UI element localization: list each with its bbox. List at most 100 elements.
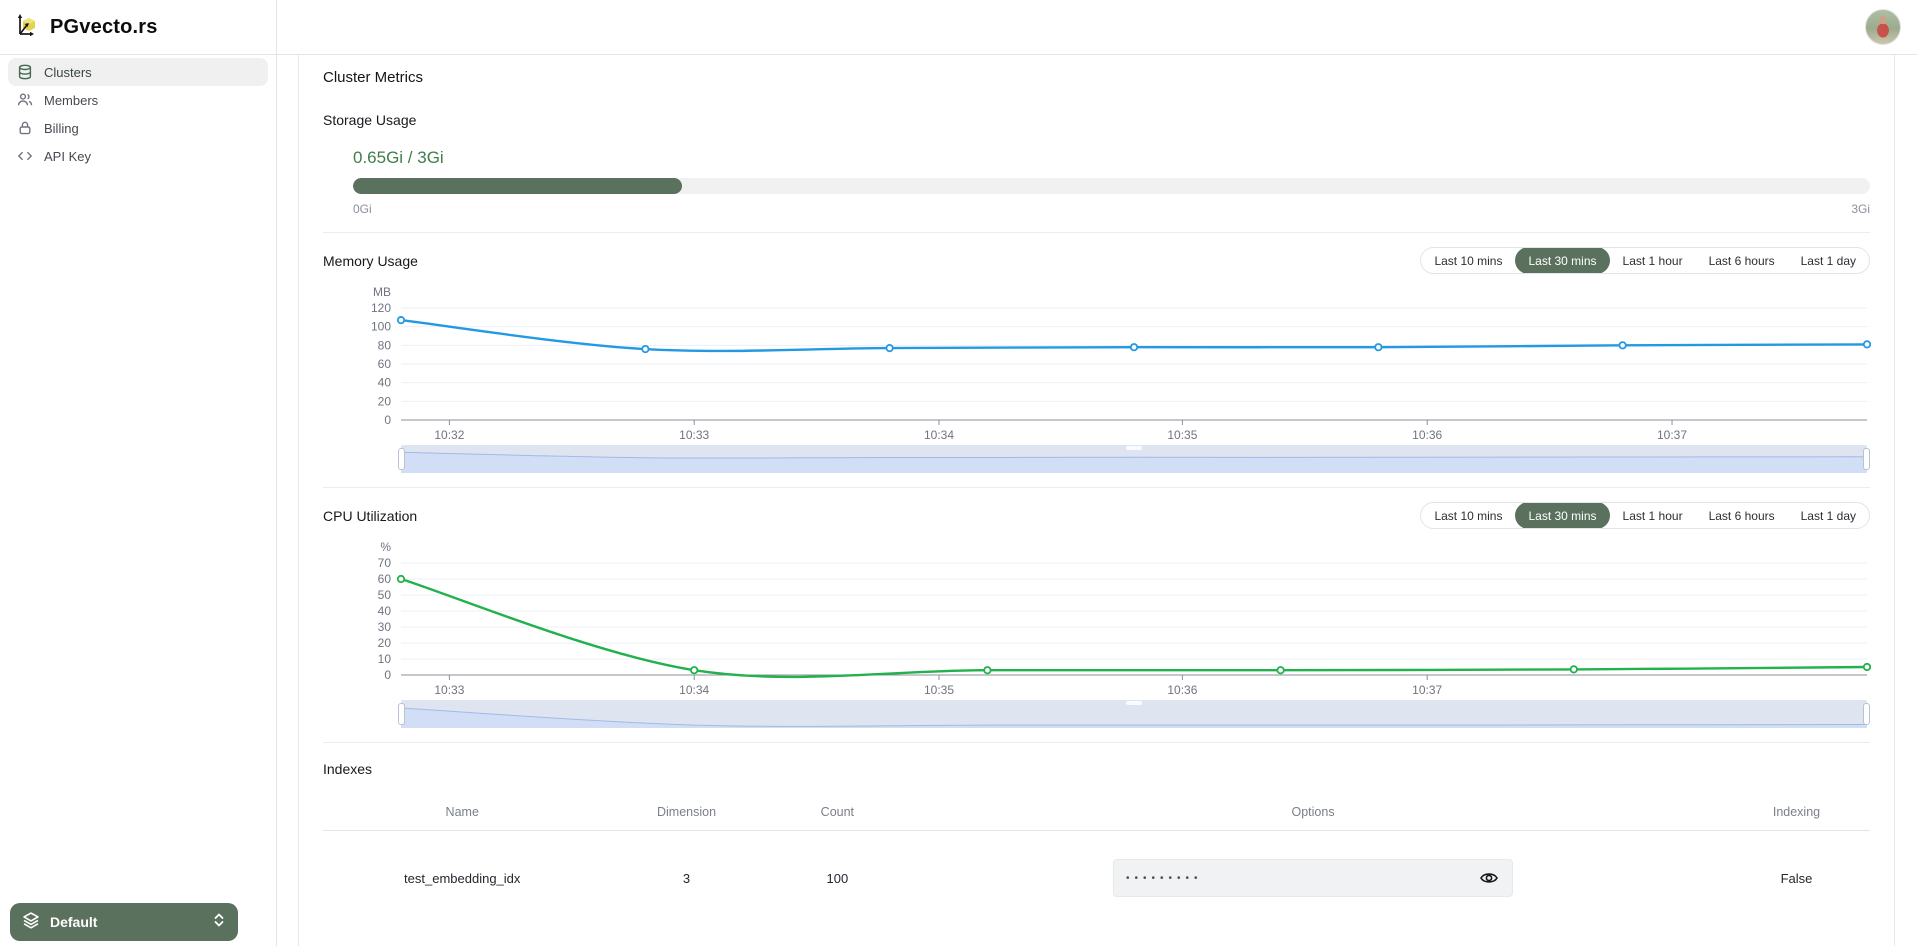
memory-brush-grip[interactable] (1126, 446, 1142, 450)
svg-text:10:36: 10:36 (1167, 683, 1197, 695)
svg-text:50: 50 (378, 588, 392, 602)
col-dimension: Dimension (657, 804, 717, 819)
col-indexing: Indexing (1772, 804, 1821, 819)
cpu-utilization-title: CPU Utilization (323, 507, 418, 524)
svg-text:0: 0 (384, 413, 391, 427)
masked-value: ••••••••• (1126, 872, 1203, 884)
sidebar-item-api-key[interactable]: API Key (8, 142, 268, 170)
storage-usage-value: 0.65Gi / 3Gi (353, 148, 444, 167)
svg-text:40: 40 (378, 376, 392, 390)
index-indexing-cell: False (1780, 870, 1813, 886)
layers-icon (22, 911, 40, 934)
range-last-10-mins[interactable]: Last 10 mins (1434, 253, 1503, 268)
sidebar-item-label: Members (44, 92, 99, 108)
range-last-10-mins[interactable]: Last 10 mins (1434, 508, 1503, 523)
index-options-cell: ••••••••• (903, 859, 1723, 897)
svg-text:0: 0 (384, 668, 391, 682)
storage-scale: 0Gi 3Gi (353, 202, 1870, 216)
cpu-utilization-section: CPU Utilization Last 10 mins Last 30 min… (323, 488, 1871, 743)
index-name-cell: test_embedding_idx (404, 870, 521, 886)
memory-time-range-selector: Last 10 mins Last 30 mins Last 1 hour La… (1420, 247, 1870, 274)
cluster-switcher-label: Default (50, 914, 98, 930)
storage-progress-fill (353, 178, 683, 194)
range-last-6-hours[interactable]: Last 6 hours (1708, 508, 1775, 523)
database-icon (17, 64, 33, 80)
range-last-1-day[interactable]: Last 1 day (1800, 253, 1856, 268)
storage-max-label: 3Gi (1851, 202, 1870, 216)
memory-chart-brush[interactable] (398, 445, 1870, 473)
cpu-brush-handle-left[interactable] (398, 703, 405, 725)
eye-icon[interactable] (1478, 867, 1500, 889)
content-panel: Cluster Metrics Storage Usage 0.65Gi / 3… (298, 55, 1895, 946)
range-last-30-mins[interactable]: Last 30 mins (1515, 503, 1610, 528)
svg-text:10:33: 10:33 (434, 683, 464, 695)
indexes-section: Indexes Name Dimension Count Options Ind… (323, 743, 1870, 925)
memory-brush-handle-right[interactable] (1863, 448, 1870, 470)
col-count: Count (820, 804, 855, 819)
memory-usage-section: Memory Usage Last 10 mins Last 30 mins L… (323, 233, 1871, 488)
range-last-6-hours[interactable]: Last 6 hours (1708, 253, 1775, 268)
svg-text:60: 60 (378, 572, 392, 586)
svg-text:30: 30 (378, 620, 392, 634)
cpu-brush-handle-right[interactable] (1863, 703, 1870, 725)
svg-text:10:37: 10:37 (1412, 683, 1442, 695)
lock-icon (17, 120, 33, 136)
chevron-up-down-icon (212, 912, 226, 933)
cpu-chart-brush[interactable] (398, 700, 1870, 728)
options-masked-field[interactable]: ••••••••• (1113, 859, 1514, 897)
range-last-30-mins[interactable]: Last 30 mins (1515, 248, 1610, 273)
svg-text:100: 100 (371, 320, 391, 334)
svg-text:10:34: 10:34 (679, 683, 709, 695)
col-options: Options (1291, 804, 1335, 819)
range-last-1-hour[interactable]: Last 1 hour (1622, 253, 1683, 268)
sidebar-nav: Clusters Members (0, 55, 276, 173)
topbar (277, 0, 1917, 55)
user-avatar[interactable] (1865, 9, 1901, 45)
svg-text:10:33: 10:33 (679, 428, 709, 440)
range-last-1-day[interactable]: Last 1 day (1800, 508, 1856, 523)
sidebar-item-label: Billing (44, 120, 79, 136)
svg-text:10:32: 10:32 (434, 428, 464, 440)
svg-text:10:37: 10:37 (1657, 428, 1687, 440)
svg-text:MB: MB (373, 285, 391, 299)
indexes-table: Name Dimension Count Options Indexing te… (323, 793, 1870, 925)
memory-usage-title: Memory Usage (323, 252, 418, 269)
app-title: PGvecto.rs (50, 15, 158, 38)
cluster-switcher-button[interactable]: Default (10, 903, 238, 941)
memory-usage-chart: MB 0 20 40 60 80 100 120 10:32 10:33 10:34 10:35 10:… (371, 285, 1871, 440)
storage-min-label: 0Gi (353, 202, 372, 216)
main-region: Cluster Metrics Storage Usage 0.65Gi / 3… (277, 0, 1917, 946)
code-icon (17, 148, 33, 164)
svg-text:20: 20 (378, 636, 392, 650)
range-last-1-hour[interactable]: Last 1 hour (1622, 508, 1683, 523)
col-name: Name (445, 804, 479, 819)
cpu-time-range-selector: Last 10 mins Last 30 mins Last 1 hour La… (1420, 502, 1870, 529)
storage-progress-track (353, 178, 1870, 194)
page-title: Cluster Metrics (323, 69, 424, 86)
sidebar-item-label: Clusters (44, 64, 92, 80)
svg-text:40: 40 (378, 604, 392, 618)
svg-text:10:36: 10:36 (1412, 428, 1442, 440)
sidebar-item-billing[interactable]: Billing (8, 114, 268, 142)
sidebar-item-clusters[interactable]: Clusters (8, 58, 268, 86)
svg-text:10:35: 10:35 (924, 683, 954, 695)
storage-usage-section: Storage Usage 0.65Gi / 3Gi 0Gi 3Gi (323, 86, 1870, 233)
cpu-brush-grip[interactable] (1126, 701, 1142, 705)
users-icon (17, 92, 33, 108)
index-count-cell: 100 (826, 870, 849, 886)
cpu-utilization-chart: % 0 10 20 30 40 50 60 70 10:33 10:34 10:35 10:36 10:3… (378, 540, 1871, 695)
memory-brush-handle-left[interactable] (398, 448, 405, 470)
svg-text:10:34: 10:34 (924, 428, 954, 440)
storage-usage-title: Storage Usage (323, 112, 417, 128)
svg-text:60: 60 (378, 357, 392, 371)
svg-text:70: 70 (378, 556, 392, 570)
svg-text:20: 20 (378, 394, 392, 408)
indexes-title: Indexes (323, 761, 373, 777)
index-dimension-cell: 3 (682, 870, 691, 886)
sidebar-item-label: API Key (44, 148, 91, 164)
sidebar-item-members[interactable]: Members (8, 86, 268, 114)
svg-text:80: 80 (378, 338, 392, 352)
indexes-table-header: Name Dimension Count Options Indexing (323, 793, 1870, 831)
table-row: test_embedding_idx 3 100 ••••••••• (323, 831, 1870, 925)
